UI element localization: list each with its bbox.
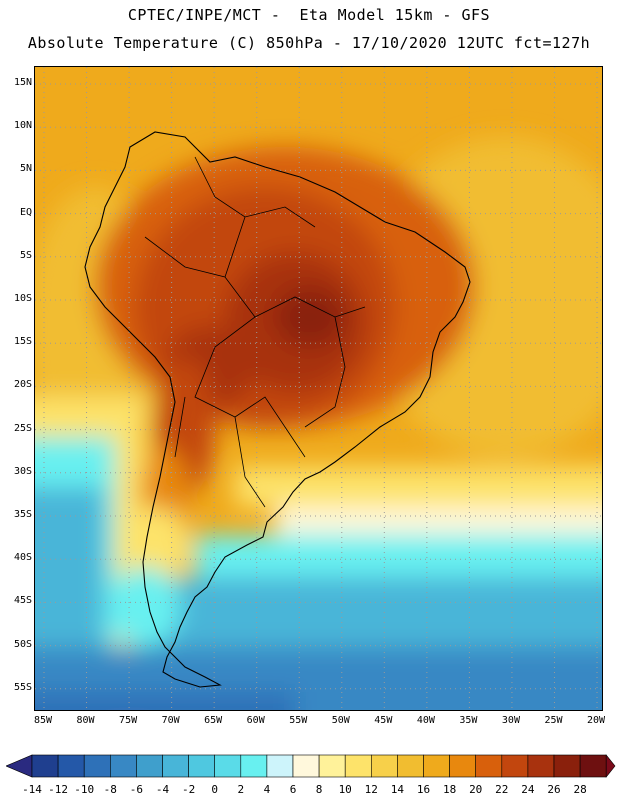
- lat-label: 15N: [13, 77, 32, 88]
- colorbar-swatch: [318, 754, 346, 778]
- lat-label: EQ: [19, 206, 32, 218]
- country-borders: [144, 156, 366, 508]
- colorbar-label: 4: [263, 783, 271, 796]
- lat-label: 5N: [19, 163, 32, 175]
- lon-label: 50W: [331, 715, 350, 726]
- colorbar-label: 12: [364, 783, 378, 796]
- colorbar-label: 26: [547, 783, 561, 796]
- lon-label: 70W: [161, 715, 180, 726]
- coastline-outline: [84, 131, 471, 688]
- colorbar-swatch: [475, 754, 503, 778]
- colorbar-label: 2: [237, 783, 245, 796]
- colorbar-high-arrow: [605, 754, 616, 778]
- colorbar-label: 8: [315, 783, 323, 796]
- colorbar-swatch: [579, 754, 607, 778]
- lat-label: 55S: [13, 681, 32, 693]
- colorbar-swatch: [501, 754, 529, 778]
- lat-label: 35S: [13, 509, 32, 520]
- lon-label: 85W: [33, 715, 53, 726]
- field-patagonia: [110, 567, 180, 647]
- lat-label: 30S: [13, 465, 32, 477]
- lat-label: 45S: [13, 595, 32, 607]
- colorbar-swatch: [136, 754, 163, 778]
- temperature-blobs: [35, 137, 602, 710]
- colorbar-swatch: [57, 754, 85, 778]
- field-atlantic-neutral: [275, 507, 602, 537]
- colorbar-swatch: [31, 754, 59, 778]
- temperature-field: [35, 67, 602, 710]
- field-hottest: [275, 287, 345, 347]
- colorbar-swatch: [162, 754, 189, 778]
- colorbar-label: 24: [521, 783, 535, 796]
- colorbar-swatch: [423, 754, 450, 778]
- colorbar-swatch: [292, 754, 320, 778]
- lon-label: 60W: [246, 715, 265, 726]
- title-line-2: Absolute Temperature (C) 850hPa - 17/10/…: [27, 34, 591, 52]
- colorbar-label: 20: [469, 783, 483, 796]
- colorbar-swatch: [240, 754, 268, 778]
- lon-label: 25W: [544, 715, 563, 726]
- colorbar-swatch: [214, 754, 242, 778]
- colorbar-label: 28: [573, 783, 587, 796]
- lat-label: 25S: [13, 422, 32, 434]
- lat-label: 10S: [13, 293, 32, 304]
- field-argentina-mid: [120, 507, 190, 587]
- colorbar-label: 0: [211, 783, 218, 796]
- colorbar-swatch: [527, 754, 555, 778]
- colorbar-swatch: [110, 754, 137, 778]
- colorbar-swatch: [188, 754, 216, 778]
- colorbar-label: 14: [390, 783, 405, 796]
- lon-label: 35W: [459, 715, 478, 726]
- field-extreme-south: [35, 692, 295, 710]
- colorbar-label: -8: [103, 783, 117, 796]
- colorbar-swatch: [553, 754, 581, 778]
- temperature-map[interactable]: [34, 66, 603, 711]
- colorbar-label: -12: [48, 783, 69, 796]
- lat-label: 50S: [13, 638, 32, 650]
- lat-label: 15S: [13, 336, 32, 348]
- field-atlantic-cold: [135, 577, 602, 657]
- colorbar-swatch: [449, 754, 477, 778]
- colorbar-label: 22: [495, 783, 509, 796]
- lat-label: 40S: [13, 552, 32, 564]
- colorbar-label: 16: [416, 783, 431, 796]
- field-atlantic-mild: [235, 467, 602, 507]
- lat-label: 10N: [13, 120, 32, 132]
- colorbar-label: 10: [338, 783, 352, 796]
- lon-label: 45W: [374, 715, 393, 726]
- colorbar-label: 6: [289, 783, 297, 796]
- colorbar-swatch: [370, 754, 398, 778]
- lon-label: 30W: [501, 715, 520, 726]
- colorbar-label: 18: [442, 783, 457, 796]
- lon-label: 65W: [204, 715, 223, 726]
- lon-label: 40W: [416, 715, 435, 726]
- colorbar-label: -10: [74, 783, 95, 796]
- colorbar-low-arrow: [6, 754, 33, 778]
- lon-label: 80W: [76, 715, 95, 726]
- colorbar-swatch: [397, 754, 424, 778]
- colorbar-swatch: [344, 754, 372, 778]
- lon-label: 55W: [289, 715, 308, 726]
- lat-label: 5S: [19, 249, 32, 261]
- lon-label: 20W: [586, 715, 606, 726]
- colorbar-label: -2: [181, 783, 196, 796]
- lat-label: 20S: [13, 379, 32, 391]
- temperature-colorbar: [6, 754, 616, 778]
- title-line-1: CPTEC/INPE/MCT - Eta Model 15km - GFS: [127, 6, 491, 24]
- colorbar-swatch: [266, 754, 294, 778]
- lon-label: 75W: [119, 715, 138, 726]
- colorbar-label: -14: [22, 783, 42, 796]
- colorbar-swatch: [83, 754, 111, 778]
- colorbar-label: -6: [129, 783, 144, 796]
- colorbar-label: -4: [155, 783, 170, 796]
